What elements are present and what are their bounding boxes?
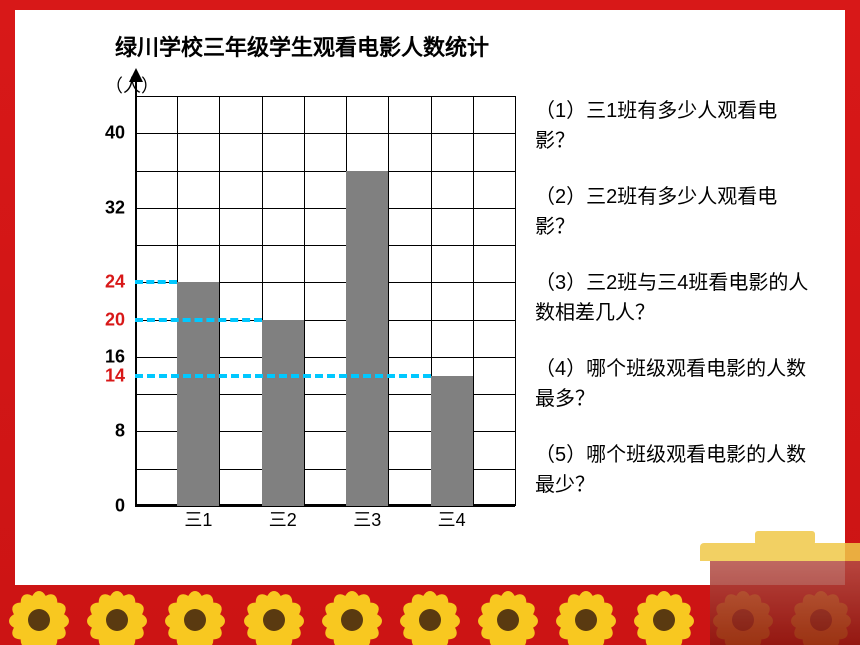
slide: 绿川学校三年级学生观看电影人数统计 （人） 40321680242014三1三2… [15, 10, 845, 585]
sunflower-icon [634, 585, 694, 645]
y-tick-label: 24 [65, 272, 125, 293]
sunflower-icon [165, 585, 225, 645]
grid-v-line [515, 96, 516, 506]
x-tick-label: 三1 [184, 506, 212, 532]
chart-title: 绿川学校三年级学生观看电影人数统计 [115, 30, 815, 62]
grid-h-line [135, 245, 515, 246]
bar [177, 282, 219, 506]
sunflower-icon [478, 585, 538, 645]
question-text: （3）三2班与三4班看电影的人数相差几人？ [535, 268, 815, 328]
grid-v-line [473, 96, 474, 506]
sunflower-icon [9, 585, 69, 645]
x-tick-label: 三3 [353, 506, 381, 532]
bar [262, 320, 304, 506]
bar [346, 171, 388, 506]
grid-h-line [135, 208, 515, 209]
content-row: （人） 40321680242014三1三2三3三4 （1）三1班有多少人观看电… [55, 66, 815, 565]
question-text: （2）三2班有多少人观看电影？ [535, 182, 815, 242]
sunflower-icon [87, 585, 147, 645]
bar [431, 376, 473, 506]
x-tick-label: 三2 [269, 506, 297, 532]
reference-line [135, 280, 177, 284]
question-text: （1）三1班有多少人观看电影？ [535, 96, 815, 156]
y-tick-label: 8 [65, 421, 125, 442]
y-tick-label: 32 [65, 197, 125, 218]
question-text: （5）哪个班级观看电影的人数最少？ [535, 440, 815, 500]
sunflower-icon [556, 585, 616, 645]
y-tick-label: 14 [65, 365, 125, 386]
sunflower-icon [400, 585, 460, 645]
grid-h-line [135, 133, 515, 134]
grid-h-line [135, 171, 515, 172]
reference-line [135, 318, 262, 322]
y-tick-label: 20 [65, 309, 125, 330]
decorative-building [710, 555, 860, 645]
reference-line [135, 374, 431, 378]
y-tick-label: 40 [65, 123, 125, 144]
question-text: （4）哪个班级观看电影的人数最多？ [535, 354, 815, 414]
sunflower-icon [322, 585, 382, 645]
sunflower-icon [244, 585, 304, 645]
grid-h-line [135, 96, 515, 97]
x-tick-label: 三4 [438, 506, 466, 532]
building-top [755, 531, 815, 545]
grid-v-line [219, 96, 220, 506]
grid-v-line [388, 96, 389, 506]
building-roof [700, 543, 860, 561]
grid-v-line [135, 96, 136, 506]
y-tick-label: 0 [65, 496, 125, 517]
grid-v-line [304, 96, 305, 506]
bar-chart: （人） 40321680242014三1三2三3三4 [55, 66, 515, 546]
questions-panel: （1）三1班有多少人观看电影？ （2）三2班有多少人观看电影？ （3）三2班与三4班… [515, 66, 815, 565]
